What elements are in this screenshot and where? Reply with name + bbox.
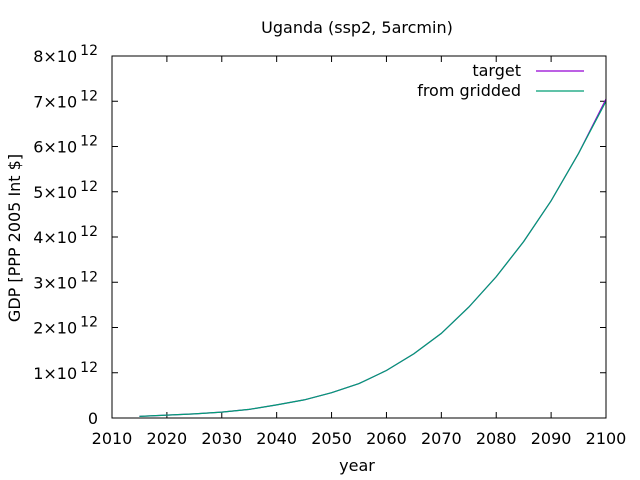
x-tick-label: 2100	[586, 429, 627, 448]
y-tick-mantissa: 0	[88, 409, 98, 428]
series-line-from-gridded	[139, 101, 607, 417]
y-tick-exponent: 12	[80, 88, 98, 104]
x-axis-label: year	[339, 456, 375, 475]
x-tick-label: 2040	[256, 429, 297, 448]
y-tick-label: 0	[88, 409, 98, 428]
y-tick-label: 4×10 12	[33, 224, 98, 247]
y-tick-mantissa: 7×10	[33, 92, 77, 111]
x-tick-label: 2010	[92, 429, 133, 448]
y-tick-mantissa: 3×10	[33, 273, 77, 292]
legend-label: target	[472, 61, 521, 80]
y-tick-exponent: 12	[80, 269, 98, 285]
y-tick-exponent: 12	[80, 43, 98, 59]
y-tick-exponent: 12	[80, 315, 98, 331]
chart-title: Uganda (ssp2, 5arcmin)	[261, 18, 453, 37]
y-tick-mantissa: 4×10	[33, 228, 77, 247]
y-tick-label: 7×10 12	[33, 88, 98, 111]
x-tick-label: 2020	[147, 429, 188, 448]
x-tick-label: 2080	[476, 429, 517, 448]
legend-label: from gridded	[417, 81, 521, 100]
y-axis-label: GDP [PPP 2005 Int $]	[5, 154, 24, 322]
y-tick-mantissa: 1×10	[33, 364, 77, 383]
axis-ticks: 2010 2020 2030 2040 2050 2060 2070 2080 2090 2100…	[33, 43, 626, 448]
y-tick-mantissa: 6×10	[33, 138, 77, 157]
y-tick-label: 3×10 12	[33, 269, 98, 292]
y-tick-label: 1×10 12	[33, 360, 98, 383]
x-tick-label: 2090	[531, 429, 572, 448]
x-tick-label: 2070	[421, 429, 462, 448]
x-tick-label: 2050	[311, 429, 352, 448]
y-tick-exponent: 12	[80, 134, 98, 150]
y-tick-exponent: 12	[80, 224, 98, 240]
y-tick-exponent: 12	[80, 179, 98, 195]
y-tick-mantissa: 8×10	[33, 47, 77, 66]
y-tick-label: 5×10 12	[33, 179, 98, 202]
y-tick-label: 2×10 12	[33, 315, 98, 338]
series-lines	[139, 98, 607, 417]
y-tick-exponent: 12	[80, 360, 98, 376]
x-tick-label: 2060	[366, 429, 407, 448]
y-tick-mantissa: 5×10	[33, 183, 77, 202]
plot-frame	[111, 55, 607, 419]
y-tick-label: 6×10 12	[33, 134, 98, 157]
series-line-target	[139, 98, 607, 417]
y-tick-label: 8×10 12	[33, 43, 98, 66]
y-tick-mantissa: 2×10	[33, 319, 77, 338]
x-tick-label: 2030	[201, 429, 242, 448]
